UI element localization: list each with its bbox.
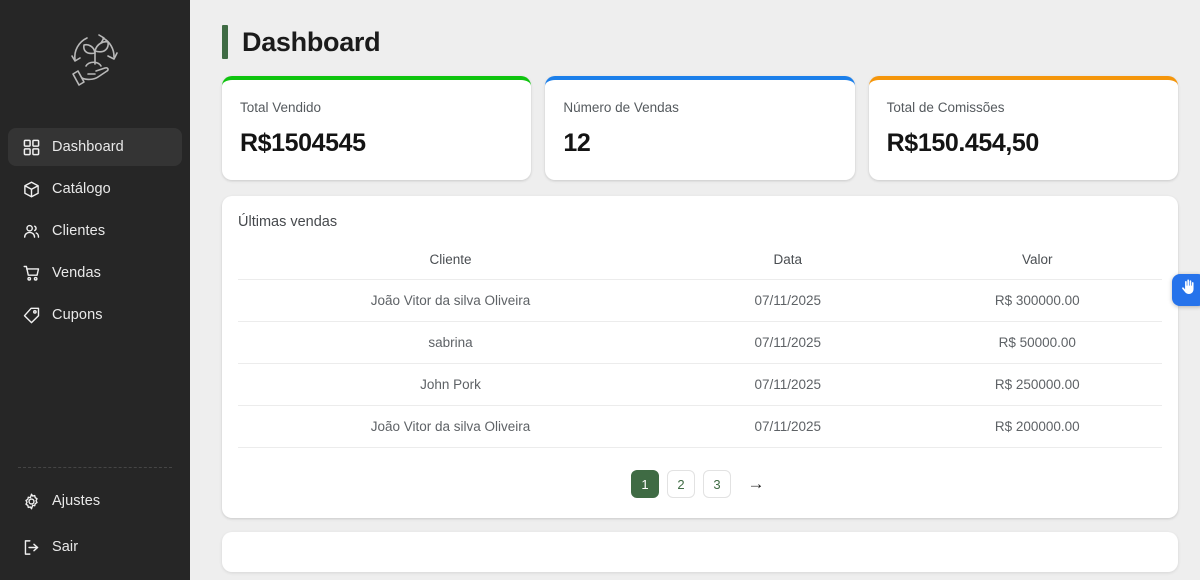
sidebar-item-label: Ajustes: [52, 493, 101, 509]
column-header-data: Data: [663, 246, 913, 280]
sidebar-item-vendas[interactable]: Vendas: [8, 254, 182, 292]
page-title: Dashboard: [242, 26, 381, 57]
stat-card-label: Total de Comissões: [886, 100, 1005, 115]
pagination-page-3[interactable]: 3: [703, 470, 731, 498]
sidebar-item-label: Cupons: [52, 307, 103, 323]
sign-language-hands-icon: [1180, 278, 1199, 302]
page-header: Dashboard: [222, 20, 1178, 64]
stat-card-numero-de-vendas: Número de Vendas 12: [545, 76, 855, 180]
pagination-page-1[interactable]: 1: [631, 470, 659, 498]
logout-icon: [22, 538, 40, 556]
sidebar-item-label: Sair: [52, 539, 79, 555]
table-row[interactable]: João Vitor da silva Oliveira 07/11/2025 …: [238, 405, 1162, 448]
stat-card-label: Total Vendido: [240, 100, 322, 115]
sidebar-nav: Dashboard Catálogo: [0, 118, 190, 334]
sales-table-body: João Vitor da silva Oliveira 07/11/2025 …: [238, 279, 1162, 448]
pagination-page-2[interactable]: 2: [667, 470, 695, 498]
stat-cards: Total Vendido R$1504545 Número de Vendas…: [222, 76, 1178, 180]
accessibility-fab-button[interactable]: [1172, 274, 1200, 306]
column-header-valor: Valor: [912, 246, 1162, 280]
sidebar-item-dashboard[interactable]: Dashboard: [8, 128, 182, 166]
cell-data: 07/11/2025: [663, 321, 913, 364]
cart-icon: [22, 264, 40, 282]
cell-cliente: João Vitor da silva Oliveira: [238, 279, 664, 322]
sidebar-item-sair[interactable]: Sair: [8, 528, 182, 566]
sidebar-item-cupons[interactable]: Cupons: [8, 296, 182, 334]
stat-card-value: 12: [563, 129, 591, 157]
grid-icon: [22, 138, 40, 156]
cell-cliente: John Pork: [238, 363, 664, 406]
title-accent-bar: [222, 25, 228, 59]
panel-title: Últimas vendas: [238, 214, 338, 230]
gear-icon: [22, 492, 40, 510]
sidebar-item-label: Dashboard: [52, 139, 124, 155]
table-row[interactable]: João Vitor da silva Oliveira 07/11/2025 …: [238, 279, 1162, 322]
stat-card-total-vendido: Total Vendido R$1504545: [222, 76, 532, 180]
cell-cliente: sabrina: [238, 321, 664, 364]
column-header-cliente: Cliente: [238, 246, 664, 280]
sidebar-bottom-nav: Ajustes Sair: [0, 482, 190, 580]
secondary-panel: [222, 532, 1178, 572]
main-content: Dashboard Total Vendido R$1504545 Número…: [190, 0, 1200, 580]
sidebar-item-label: Catálogo: [52, 181, 111, 197]
cell-data: 07/11/2025: [663, 405, 913, 448]
sidebar-item-ajustes[interactable]: Ajustes: [8, 482, 182, 520]
sidebar-divider: [18, 467, 172, 468]
sales-table-head: Cliente Data Valor: [238, 246, 1162, 280]
users-icon: [22, 222, 40, 240]
table-row[interactable]: sabrina 07/11/2025 R$ 50000.00: [238, 321, 1162, 364]
pagination-next-arrow-icon[interactable]: →: [747, 474, 765, 493]
cell-valor[interactable]: R$ 200000.00: [912, 405, 1162, 448]
table-header-row: Cliente Data Valor: [238, 246, 1162, 280]
cell-data: 07/11/2025: [663, 279, 913, 322]
sidebar-item-label: Clientes: [52, 223, 106, 239]
sidebar-item-catalogo[interactable]: Catálogo: [8, 170, 182, 208]
sidebar-spacer: [0, 334, 190, 467]
stat-card-value: R$150.454,50: [886, 129, 1040, 157]
sidebar: Dashboard Catálogo: [0, 0, 190, 580]
cell-valor[interactable]: R$ 300000.00: [912, 279, 1162, 322]
cell-data: 07/11/2025: [663, 363, 913, 406]
app-logo: [0, 0, 190, 118]
sidebar-item-label: Vendas: [52, 265, 101, 281]
sales-table: Cliente Data Valor João Vitor da silva O…: [238, 246, 1162, 448]
cell-cliente: João Vitor da silva Oliveira: [238, 405, 664, 448]
tag-icon: [22, 306, 40, 324]
hand-holding-sprout-recycle-logo-icon: [62, 26, 128, 92]
cell-valor[interactable]: R$ 250000.00: [912, 363, 1162, 406]
latest-sales-panel: Últimas vendas Cliente Data Valor João V…: [222, 196, 1178, 518]
stat-card-value: R$1504545: [240, 129, 366, 157]
sidebar-item-clientes[interactable]: Clientes: [8, 212, 182, 250]
pagination: 1 2 3 →: [238, 470, 1162, 498]
stat-card-total-de-comissoes: Total de Comissões R$150.454,50: [868, 76, 1178, 180]
stat-card-label: Número de Vendas: [563, 100, 679, 115]
table-row[interactable]: John Pork 07/11/2025 R$ 250000.00: [238, 363, 1162, 406]
cube-icon: [22, 180, 40, 198]
cell-valor[interactable]: R$ 50000.00: [912, 321, 1162, 364]
